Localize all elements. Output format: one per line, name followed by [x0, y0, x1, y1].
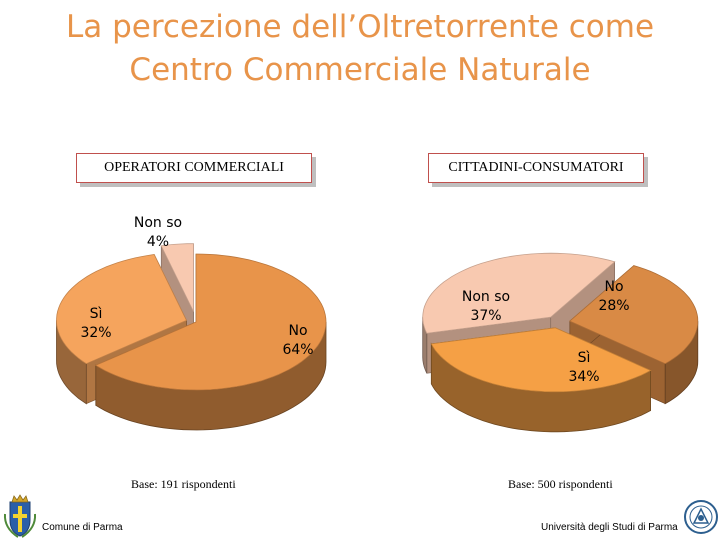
chart-title-operatori: OPERATORI COMMERCIALI — [76, 153, 312, 183]
pie-2-label-non-so: Non so 37% — [462, 289, 510, 324]
base-note-cittadini: Base: 500 rispondenti — [508, 477, 613, 491]
pie-2-slice-s- — [430, 327, 652, 393]
base-note-operatori: Base: 191 rispondenti — [131, 477, 236, 491]
pie-1-label-non-so: Non so 4% — [134, 215, 182, 250]
pie-chart-1: No 64% Sì 32% Non so 4% — [56, 215, 327, 431]
page-title: La percezione dell’Oltretorrente come Ce… — [0, 6, 720, 92]
title-line-2: Centro Commerciale Naturale — [129, 52, 591, 88]
pie-1-slice-non-so — [160, 243, 194, 312]
pie-1-label-s-: Sì 32% — [80, 306, 111, 341]
comune-di-parma-crest-icon — [3, 494, 37, 538]
pie-chart-2: No 28% Sì 34% Non so 37% — [422, 252, 699, 433]
pie-1-slice-s- — [56, 254, 188, 365]
pie-2-label-s-: Sì 34% — [568, 350, 599, 385]
pie-1-label-no: No 64% — [282, 323, 313, 358]
title-line-1: La percezione dell’Oltretorrente come — [65, 9, 655, 45]
pie-2-slice-non-so — [422, 252, 616, 334]
pie-1-slice-no — [94, 253, 327, 391]
universita-parma-seal-icon — [684, 500, 718, 534]
pie-2-slice-no — [569, 265, 699, 365]
footer-universita: Università degli Studi di Parma — [541, 522, 678, 533]
chart-title-cittadini: CITTADINI-CONSUMATORI — [428, 153, 644, 183]
footer-comune: Comune di Parma — [42, 522, 123, 533]
pie-2-label-no: No 28% — [598, 279, 629, 314]
